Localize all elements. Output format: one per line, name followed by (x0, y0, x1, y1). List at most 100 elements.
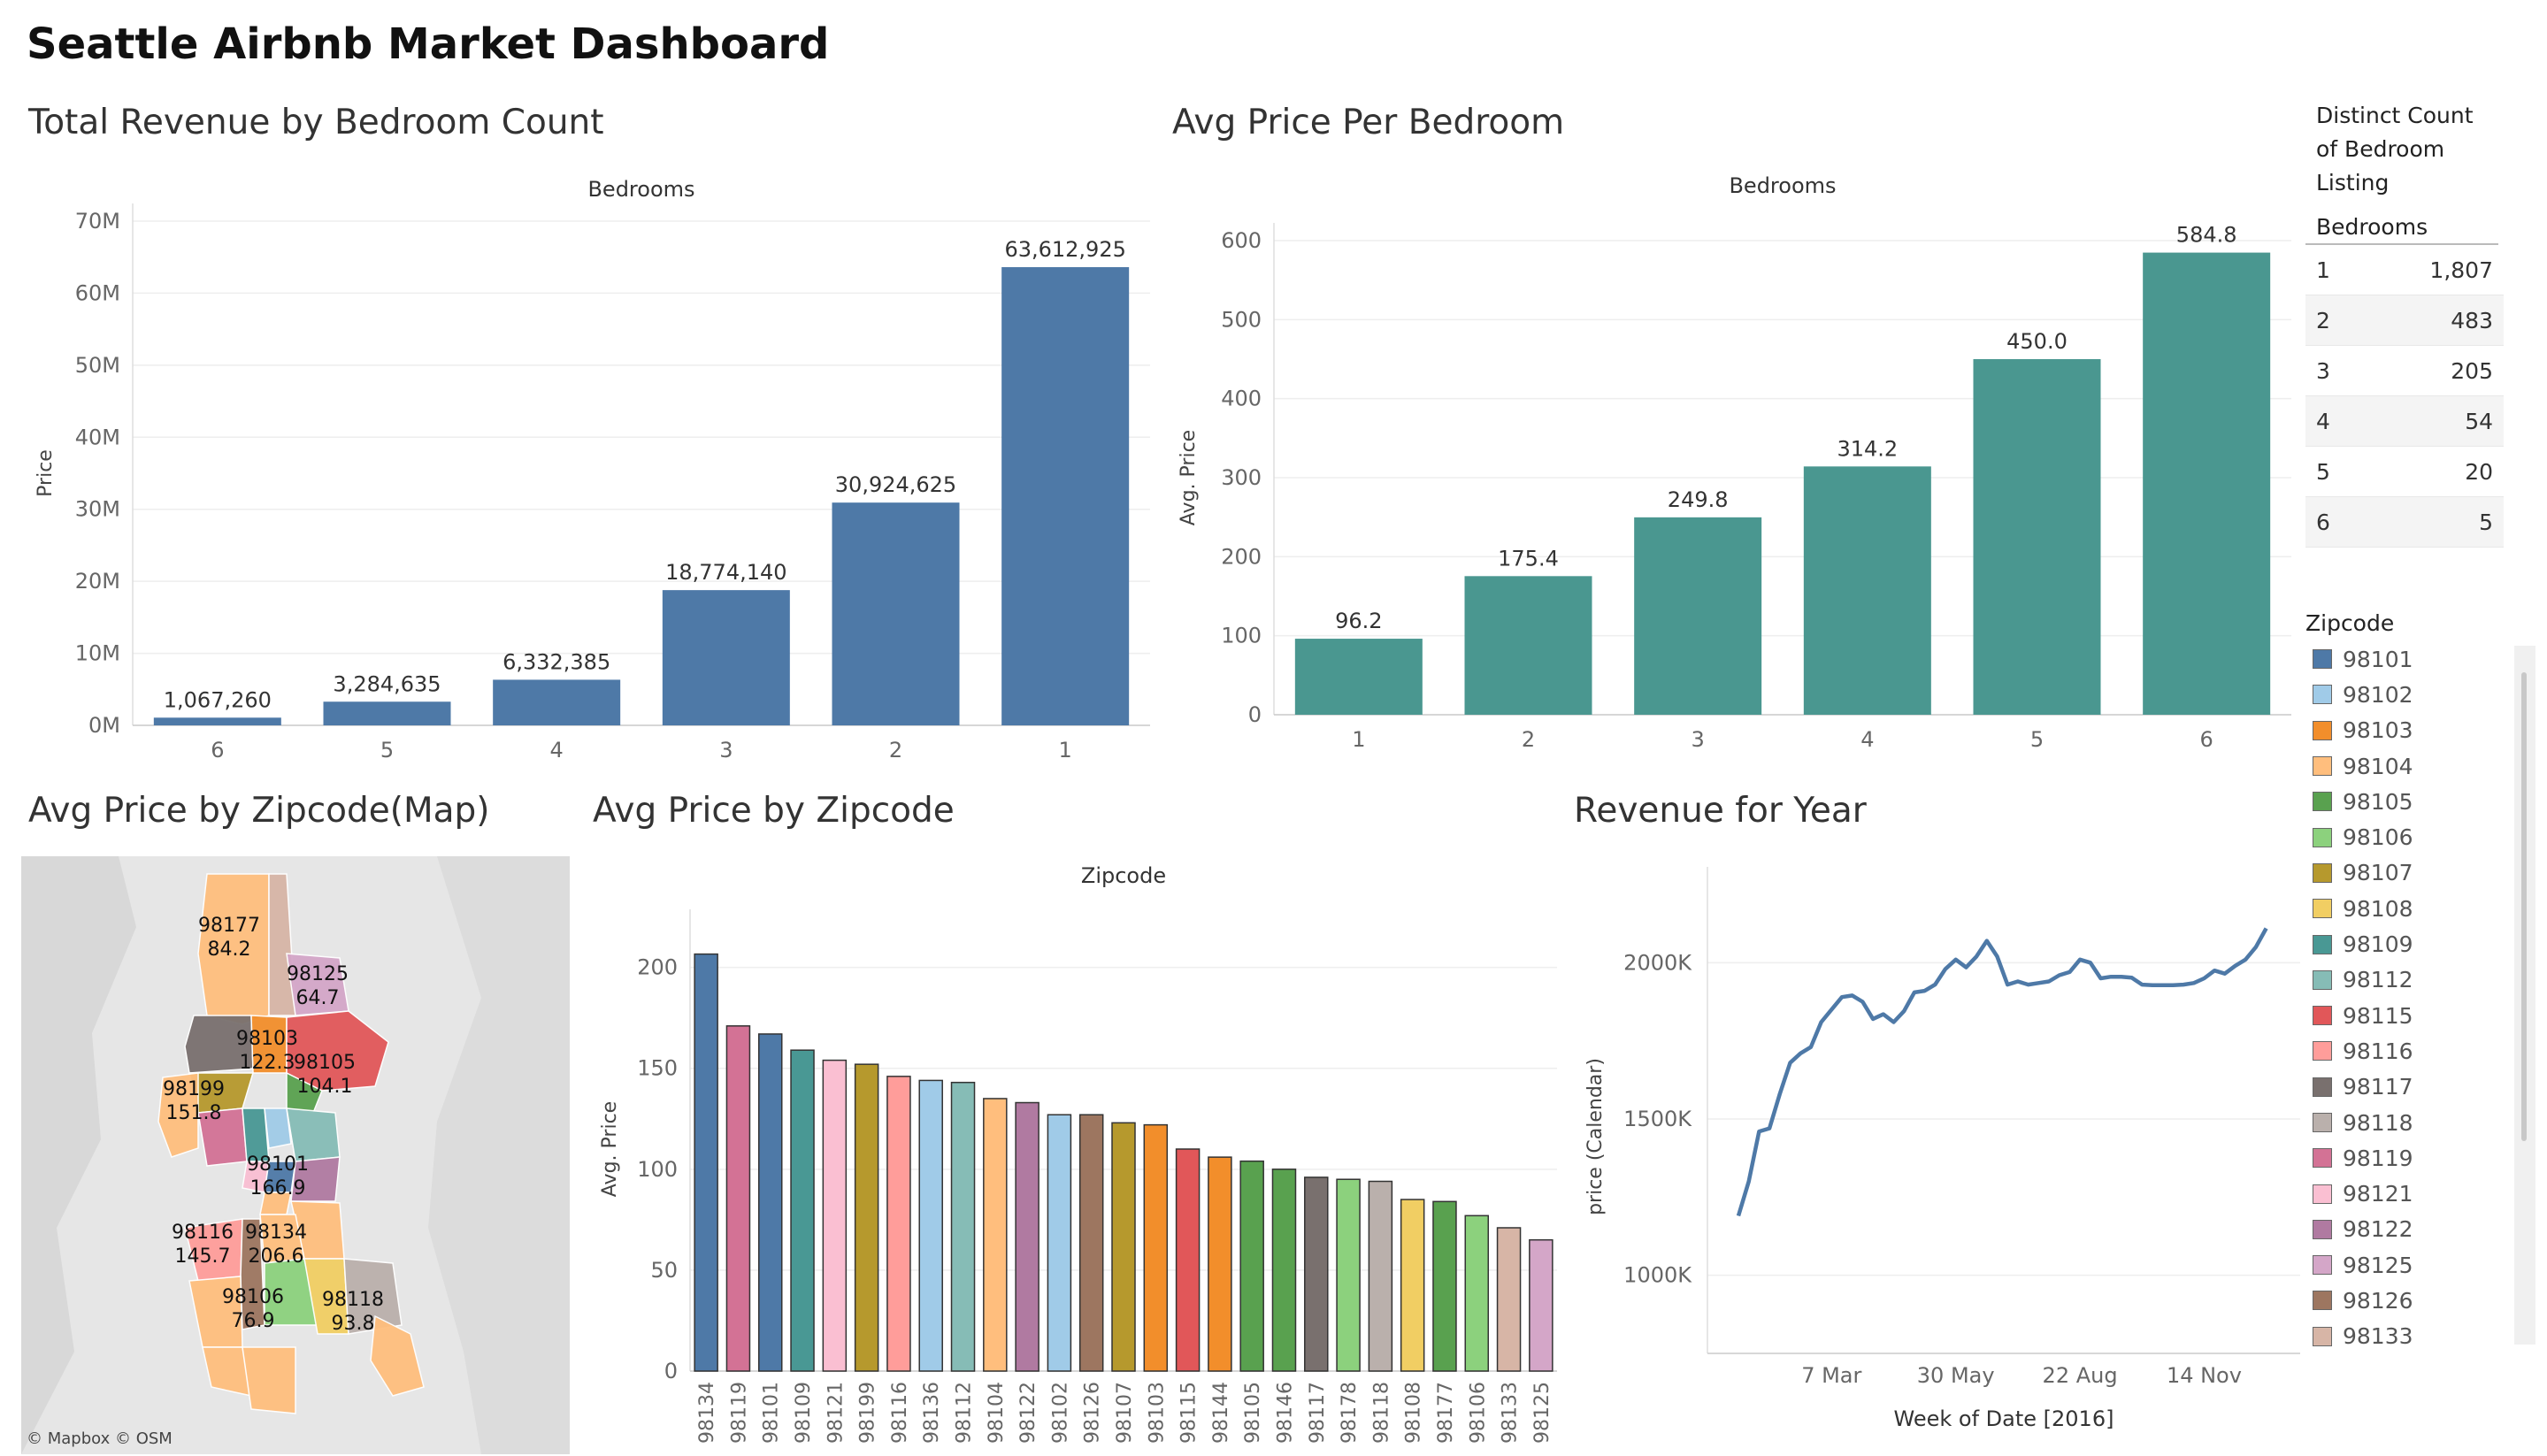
zip-region-98199 (157, 1072, 199, 1158)
legend-item[interactable]: 98109 (2305, 926, 2482, 962)
avg-price-per-bedroom-title: Avg Price Per Bedroom (1172, 103, 1565, 142)
legend-item[interactable]: 98101 (2305, 641, 2482, 677)
y-tick-label: 100 (637, 1157, 678, 1182)
legend-label: 98105 (2343, 788, 2413, 815)
bar (983, 1098, 1008, 1372)
bar (757, 1033, 783, 1372)
x-tick-label: 98177 (1435, 1382, 1457, 1444)
legend-item[interactable]: 98133 (2305, 1319, 2482, 1354)
legend-item[interactable]: 98126 (2305, 1283, 2482, 1318)
legend-item[interactable]: 98103 (2305, 713, 2482, 748)
legend-item[interactable]: 98106 (2305, 819, 2482, 854)
bar (2143, 252, 2271, 715)
legend-swatch (2313, 1006, 2332, 1026)
table-row: 2 483 (2305, 295, 2504, 346)
avg-price-by-zip-chart: Zipcode 0 50 100 150 200 Avg. Price 98134 98119 9… (599, 863, 1557, 1444)
bar (662, 590, 790, 725)
map-label-value: 122.3 (240, 1052, 295, 1074)
legend-title: Zipcode (2305, 610, 2395, 636)
zip-region-98118 (343, 1258, 403, 1335)
legend-item[interactable]: 98107 (2305, 855, 2482, 891)
x-tick-label: 4 (550, 738, 564, 762)
bar (1111, 1122, 1136, 1372)
legend-item[interactable]: 98115 (2305, 998, 2482, 1033)
y-tick-label: 10M (75, 641, 120, 666)
bar (1529, 1238, 1554, 1372)
x-tick-label: 98104 (986, 1382, 1008, 1444)
bar (1803, 466, 1931, 715)
bar (1294, 639, 1423, 715)
bedrooms-cell: 5 (2316, 458, 2330, 485)
chart-header: Zipcode (1081, 863, 1166, 888)
legend-label: 98108 (2343, 895, 2413, 922)
x-tick-label: 98101 (761, 1382, 783, 1444)
chart-header: Bedrooms (1729, 173, 1836, 198)
zip-region-98188 (242, 1346, 296, 1414)
legend-item[interactable]: 98118 (2305, 1105, 2482, 1140)
bar-value-label: 18,774,140 (665, 560, 786, 585)
x-tick-label: 3 (1692, 727, 1705, 752)
map-attribution: © Mapbox © OSM (27, 1429, 173, 1448)
bar (790, 1049, 815, 1372)
table-title-line: Listing (2316, 170, 2390, 195)
legend-label: 98119 (2343, 1145, 2413, 1171)
legend-label: 98112 (2343, 967, 2413, 993)
zip-region-98122 (290, 1156, 341, 1202)
y-tick-label: 500 (1221, 307, 1262, 332)
x-tick-label: 98134 (696, 1382, 718, 1444)
bar-value-label: 30,924,625 (835, 472, 956, 497)
legend-swatch (2313, 1113, 2332, 1132)
count-cell: 54 (2465, 408, 2493, 434)
bar (1432, 1200, 1457, 1372)
legend-item[interactable]: 98108 (2305, 891, 2482, 926)
y-tick-label: 100 (1221, 624, 1262, 648)
legend-swatch (2313, 649, 2332, 670)
legend-item[interactable]: 98117 (2305, 1069, 2482, 1105)
bar (1496, 1227, 1522, 1372)
map-label-value: 206.6 (249, 1245, 304, 1268)
map-label-zip: 98118 (322, 1289, 384, 1311)
legend-item[interactable]: 98102 (2305, 677, 2482, 712)
avg-price-by-zip-title: Avg Price by Zipcode (593, 791, 955, 831)
legend-item[interactable]: 98125 (2305, 1247, 2482, 1283)
legend-swatch (2313, 720, 2332, 740)
zipcode-map[interactable]: 98177 84.2 98125 64.7 98103 122.3 98105 104.1 98… (21, 856, 570, 1454)
legend-label: 98107 (2343, 860, 2413, 886)
legend-item[interactable]: 98121 (2305, 1176, 2482, 1211)
map-label-value: 84.2 (208, 939, 251, 961)
legend-item[interactable]: 98119 (2305, 1140, 2482, 1176)
bar (1634, 517, 1762, 715)
x-tick-label: 98122 (1017, 1382, 1040, 1444)
legend-item[interactable]: 98112 (2305, 962, 2482, 998)
bar-value-label: 314.2 (1837, 436, 1898, 461)
map-title: Avg Price by Zipcode(Map) (28, 791, 490, 831)
legend-item[interactable]: 98104 (2305, 748, 2482, 784)
y-tick-label: 20M (75, 569, 120, 594)
y-axis-label: Avg. Price (599, 1101, 621, 1197)
y-tick-label: 1500K (1623, 1107, 1692, 1131)
y-tick-label: 600 (1221, 228, 1262, 253)
map-label-zip: 98199 (163, 1078, 225, 1100)
legend-label: 98126 (2343, 1287, 2413, 1314)
x-tick-label: 98116 (889, 1382, 911, 1444)
map-label-zip: 98134 (245, 1222, 307, 1244)
legend-item[interactable]: 98105 (2305, 784, 2482, 819)
legend-item[interactable]: 98116 (2305, 1033, 2482, 1069)
map-label-zip: 98116 (172, 1222, 234, 1244)
x-tick-label: 14 Nov (2167, 1363, 2242, 1388)
bedrooms-cell: 1 (2316, 257, 2330, 283)
bar (153, 717, 281, 725)
legend-swatch (2313, 1291, 2332, 1311)
x-tick-label: 98146 (1274, 1382, 1296, 1444)
legend-scroll-thumb[interactable] (2521, 672, 2527, 1141)
x-tick-label: 98103 (1146, 1382, 1168, 1444)
legend-label: 98101 (2343, 646, 2413, 672)
zip-region-98117 (184, 1015, 254, 1074)
legend-swatch (2313, 1219, 2332, 1239)
y-tick-label: 0 (664, 1359, 678, 1383)
dashboard-title: Seattle Airbnb Market Dashboard (27, 19, 830, 69)
legend-label: 98133 (2343, 1323, 2413, 1350)
legend-item[interactable]: 98122 (2305, 1212, 2482, 1247)
